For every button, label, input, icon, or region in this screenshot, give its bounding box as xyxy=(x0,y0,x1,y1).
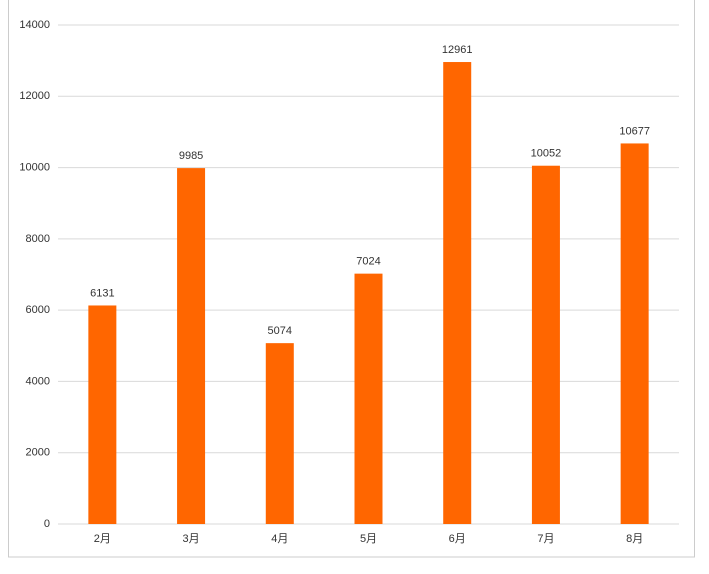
data-label: 7024 xyxy=(356,256,380,268)
y-tick-label: 8000 xyxy=(26,233,50,245)
bar xyxy=(88,305,117,524)
x-tick-label: 4月 xyxy=(271,533,288,545)
y-tick-label: 14000 xyxy=(19,19,50,31)
bar xyxy=(531,165,560,524)
y-tick-label: 0 xyxy=(44,518,50,530)
x-tick-label: 2月 xyxy=(94,533,111,545)
bar xyxy=(354,273,383,524)
y-tick-label: 4000 xyxy=(26,375,50,387)
data-label: 6131 xyxy=(90,287,114,299)
bar xyxy=(443,62,472,524)
x-tick-label: 7月 xyxy=(537,533,554,545)
y-tick-label: 2000 xyxy=(26,447,50,459)
data-label: 10052 xyxy=(531,148,562,160)
bar xyxy=(177,168,206,524)
x-tick-label: 3月 xyxy=(183,533,200,545)
data-label: 10677 xyxy=(619,125,650,137)
data-label: 5074 xyxy=(268,325,292,337)
data-label: 9985 xyxy=(179,150,203,162)
bar xyxy=(620,143,649,524)
chart-frame xyxy=(8,0,695,558)
data-label: 12961 xyxy=(442,44,473,56)
x-tick-label: 6月 xyxy=(449,533,466,545)
bar xyxy=(265,343,294,524)
y-tick-label: 12000 xyxy=(19,90,50,102)
x-tick-label: 5月 xyxy=(360,533,377,545)
x-tick-label: 8月 xyxy=(626,533,643,545)
y-tick-label: 10000 xyxy=(19,161,50,173)
y-tick-label: 6000 xyxy=(26,304,50,316)
